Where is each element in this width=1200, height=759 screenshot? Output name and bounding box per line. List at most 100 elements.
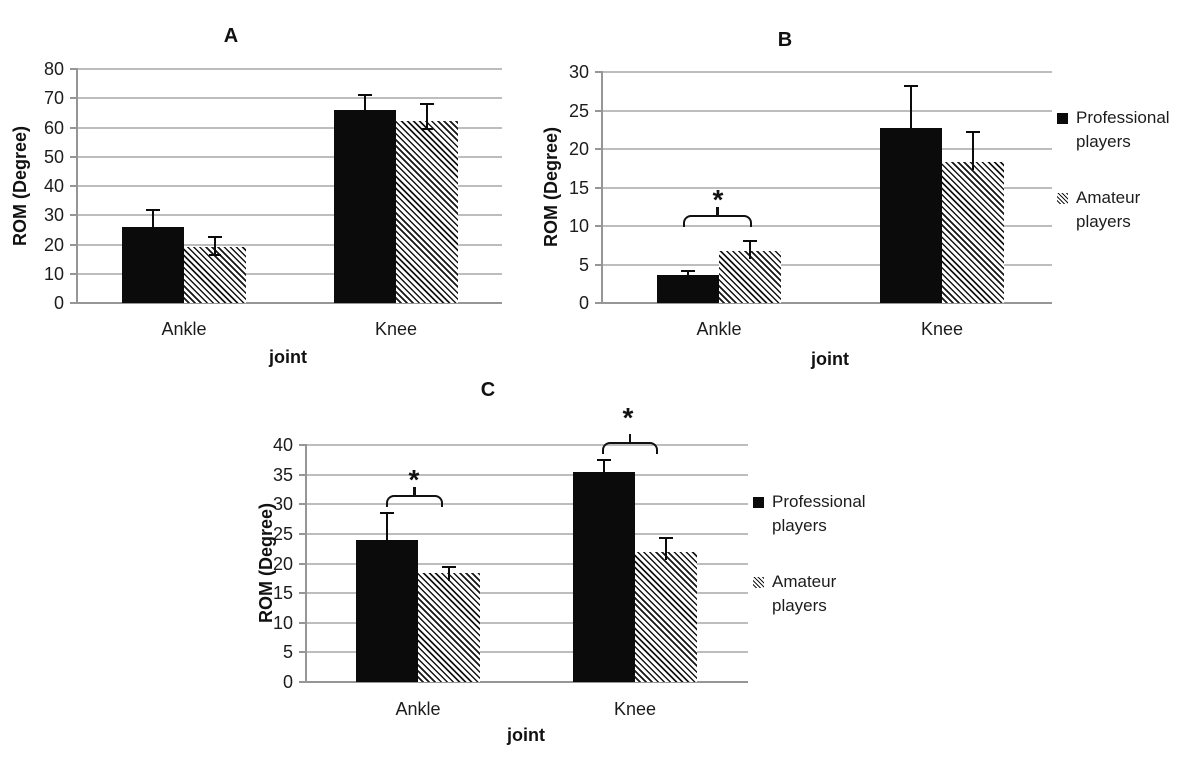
y-axis-tick-35 — [299, 473, 307, 476]
y-tick-label-0: 0 — [578, 293, 589, 313]
error-bar-line-professional-ankle — [386, 513, 388, 544]
error-bar-cap-professional-ankle — [681, 270, 695, 273]
significance-star-ankle: * — [712, 184, 724, 215]
bar-amateur-knee — [635, 552, 697, 682]
y-axis-tick-10 — [70, 272, 78, 275]
y-axis-tick-30 — [70, 214, 78, 217]
hatch-square-icon — [1057, 193, 1068, 204]
error-bar-line-professional-knee — [910, 85, 912, 133]
chart-title-b: B — [777, 29, 793, 51]
legend-label-professional: Professional players — [772, 492, 866, 535]
legend: Professional players Amateur players — [1057, 106, 1192, 266]
x-axis-title: joint — [507, 725, 545, 745]
y-axis-tick-80 — [70, 68, 78, 70]
y-axis-tick-40 — [70, 185, 78, 187]
y-tick-label-5: 5 — [578, 254, 589, 275]
x-category-label-knee: Knee — [920, 319, 964, 339]
y-axis-tick-70 — [70, 97, 78, 100]
error-bar-lower-cap-amateur-knee — [421, 128, 433, 131]
gridline-y0 — [603, 302, 1052, 304]
y-tick-label-25: 25 — [272, 523, 293, 544]
y-axis-tick-10 — [595, 225, 603, 227]
y-tick-label-60: 60 — [43, 117, 64, 138]
x-axis-title: joint — [811, 349, 849, 369]
gridline-y20 — [78, 243, 502, 246]
y-tick-label-0: 0 — [53, 293, 64, 313]
chart-title-c: C — [480, 379, 496, 401]
y-axis-tick-30 — [595, 71, 603, 73]
bar-professional-ankle — [657, 275, 719, 303]
gridline-y40 — [78, 185, 502, 187]
y-axis-tick-5 — [595, 263, 603, 266]
y-axis-tick-25 — [595, 109, 603, 112]
y-axis-tick-0 — [70, 302, 78, 304]
legend: Professional players Amateur players — [753, 490, 888, 650]
y-axis-tick-50 — [70, 155, 78, 158]
y-axis-tick-20 — [70, 243, 78, 246]
error-bar-cap-professional-ankle — [146, 208, 160, 211]
gridline-y0 — [307, 681, 748, 683]
gridline-y10 — [307, 621, 748, 624]
gridline-y15 — [307, 592, 748, 595]
y-tick-label-20: 20 — [43, 234, 64, 255]
y-tick-label-0: 0 — [282, 672, 293, 692]
error-bar-cap-amateur-ankle — [743, 240, 757, 243]
error-bar-cap-professional-ankle — [380, 512, 394, 515]
error-bar-lower-cap-amateur-ankle — [209, 254, 221, 257]
y-tick-label-35: 35 — [272, 464, 293, 485]
significance-bracket-stem-ankle — [716, 207, 719, 215]
bar-amateur-ankle — [418, 572, 480, 682]
legend-label-amateur: Amateur players — [1076, 188, 1141, 231]
y-axis-tick-0 — [595, 302, 603, 304]
y-axis-tick-10 — [299, 621, 307, 624]
significance-bracket-stem-knee — [628, 434, 632, 442]
error-bar-line-professional-knee — [603, 459, 605, 477]
solid-square-icon — [753, 497, 764, 508]
y-axis-tick-40 — [299, 444, 307, 446]
significance-star-ankle: * — [408, 464, 420, 495]
x-category-label-knee: Knee — [613, 699, 657, 719]
y-tick-label-30: 30 — [272, 494, 293, 515]
legend-label-amateur: Amateur players — [772, 572, 837, 615]
gridline-y30 — [307, 503, 748, 506]
y-tick-label-20: 20 — [568, 139, 589, 159]
gridline-y25 — [603, 109, 1052, 112]
gridline-y25 — [307, 532, 748, 535]
bar-amateur-knee — [396, 121, 458, 303]
error-bar-cap-amateur-knee — [966, 131, 980, 134]
y-tick-label-10: 10 — [272, 612, 293, 633]
x-category-label-ankle: Ankle — [395, 699, 441, 719]
x-category-label-ankle: Ankle — [161, 319, 207, 339]
gridline-y5 — [307, 651, 748, 654]
significance-bracket-ankle — [683, 215, 752, 227]
chart-title-a: A — [223, 25, 239, 47]
legend-item-amateur: Amateur players — [753, 570, 888, 618]
x-axis-title: joint — [269, 347, 307, 367]
bar-professional-knee — [573, 472, 635, 682]
error-bar-cap-professional-knee — [597, 458, 611, 461]
y-axis-tick-15 — [595, 186, 603, 189]
error-bar-line-professional-knee — [364, 95, 366, 114]
bar-professional-ankle — [356, 539, 418, 682]
y-axis-line — [601, 71, 603, 304]
error-bar-line-amateur-knee — [972, 132, 974, 171]
gridline-y5 — [603, 263, 1052, 266]
error-bar-line-amateur-ankle — [448, 567, 450, 581]
bar-amateur-ankle — [719, 251, 781, 303]
y-axis-tick-5 — [299, 651, 307, 654]
y-tick-label-30: 30 — [43, 205, 64, 226]
significance-bracket-ankle — [386, 495, 443, 507]
gridline-y20 — [603, 148, 1052, 150]
y-axis-line — [305, 444, 307, 683]
error-bar-cap-amateur-knee — [659, 537, 673, 540]
bar-amateur-ankle — [184, 247, 246, 303]
gridline-y60 — [78, 126, 502, 129]
y-tick-label-25: 25 — [568, 100, 589, 121]
significance-bracket-knee — [602, 442, 658, 454]
y-tick-label-10: 10 — [568, 216, 589, 236]
error-bar-cap-professional-knee — [358, 94, 372, 97]
y-axis-tick-20 — [299, 562, 307, 565]
